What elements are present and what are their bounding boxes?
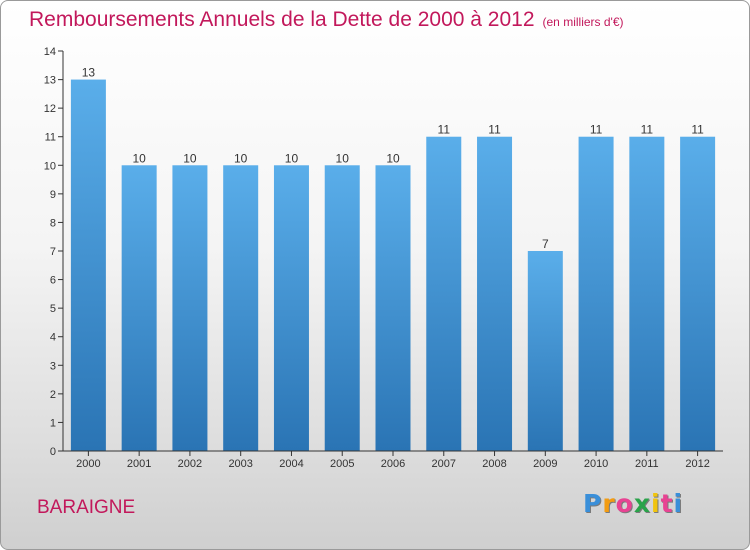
- bar-2010: [578, 136, 614, 451]
- data-label-2012: 11: [691, 123, 704, 137]
- x-axis: 2000 2001 2002 2003 2004 2005 2006 2007 2008 2009…: [63, 450, 723, 470]
- data-label-2000: 13: [82, 66, 96, 80]
- x-tick-label: 2005: [330, 458, 354, 470]
- chart-title: Remboursements Annuels de la Dette de 20…: [29, 8, 624, 32]
- bar-2004: [273, 165, 309, 452]
- data-label-2006: 10: [386, 151, 400, 165]
- x-tick-label: 2010: [584, 458, 608, 470]
- bar-2002: [172, 165, 208, 452]
- proxiti-logo: Proxiti: [583, 489, 683, 518]
- data-label-2010: 11: [590, 123, 603, 137]
- logo-letter: i: [673, 489, 684, 518]
- y-tick-label: 3: [50, 360, 56, 372]
- x-tick-label: 2009: [533, 458, 557, 470]
- x-tick-label: 2004: [279, 458, 303, 470]
- y-tick-label: 7: [50, 246, 56, 258]
- bar-2008: [477, 136, 513, 451]
- data-label-2008: 11: [488, 123, 501, 137]
- x-tick-label: 2007: [432, 458, 456, 470]
- y-tick-label: 10: [44, 160, 56, 172]
- data-label-2009: 7: [542, 237, 549, 251]
- y-tick-label: 13: [44, 75, 56, 87]
- y-tick-label: 9: [50, 189, 56, 201]
- chart-title-text: Remboursements Annuels de la Dette de 20…: [29, 8, 535, 31]
- data-label-2011: 11: [641, 123, 654, 137]
- x-tick-label: 2006: [381, 458, 405, 470]
- y-tick-label: 14: [44, 46, 56, 58]
- data-label-2004: 10: [285, 151, 299, 165]
- bar-2007: [426, 136, 462, 451]
- x-tick-label: 2002: [178, 458, 202, 470]
- y-tick-label: 2: [50, 389, 56, 401]
- logo-letter: x: [633, 489, 651, 518]
- town-name: BARAIGNE: [37, 497, 136, 518]
- y-tick-label: 11: [45, 132, 56, 144]
- data-label-2002: 10: [183, 151, 197, 165]
- x-tick-label: 2000: [76, 458, 100, 470]
- chart-subtitle: (en milliers d'€): [542, 15, 624, 29]
- bar-2000: [70, 79, 106, 452]
- data-label-2001: 10: [132, 151, 146, 165]
- bar-series: 13 10 10 10 10 10 10 11 11 7 11 11 11: [70, 66, 716, 452]
- data-label-2003: 10: [234, 151, 248, 165]
- bar-2005: [324, 165, 360, 452]
- x-tick-label: 2003: [228, 458, 252, 470]
- bar-2009: [527, 251, 563, 451]
- bar-2003: [223, 165, 259, 452]
- data-label-2005: 10: [336, 151, 350, 165]
- y-tick-label: 12: [44, 103, 56, 115]
- data-label-2007: 11: [438, 123, 451, 137]
- bar-2011: [629, 136, 665, 451]
- logo-letter: r: [602, 489, 616, 518]
- x-tick-label: 2011: [635, 458, 659, 470]
- bar-2001: [121, 165, 157, 452]
- logo-letter: i: [651, 489, 661, 518]
- bar-2012: [680, 136, 716, 451]
- y-tick-label: 8: [50, 217, 56, 229]
- x-tick-label: 2012: [685, 458, 709, 470]
- bar-2006: [375, 165, 411, 452]
- logo-letter: o: [615, 489, 634, 518]
- y-tick-label: 1: [50, 417, 56, 429]
- y-tick-label: 6: [50, 275, 56, 287]
- y-tick-label: 4: [50, 332, 56, 344]
- x-tick-label: 2001: [127, 458, 151, 470]
- y-tick-label: 5: [50, 303, 56, 315]
- logo-letter: P: [583, 489, 603, 518]
- logo-letter: t: [660, 489, 674, 518]
- y-tick-label: 0: [50, 446, 56, 458]
- x-tick-label: 2008: [482, 458, 506, 470]
